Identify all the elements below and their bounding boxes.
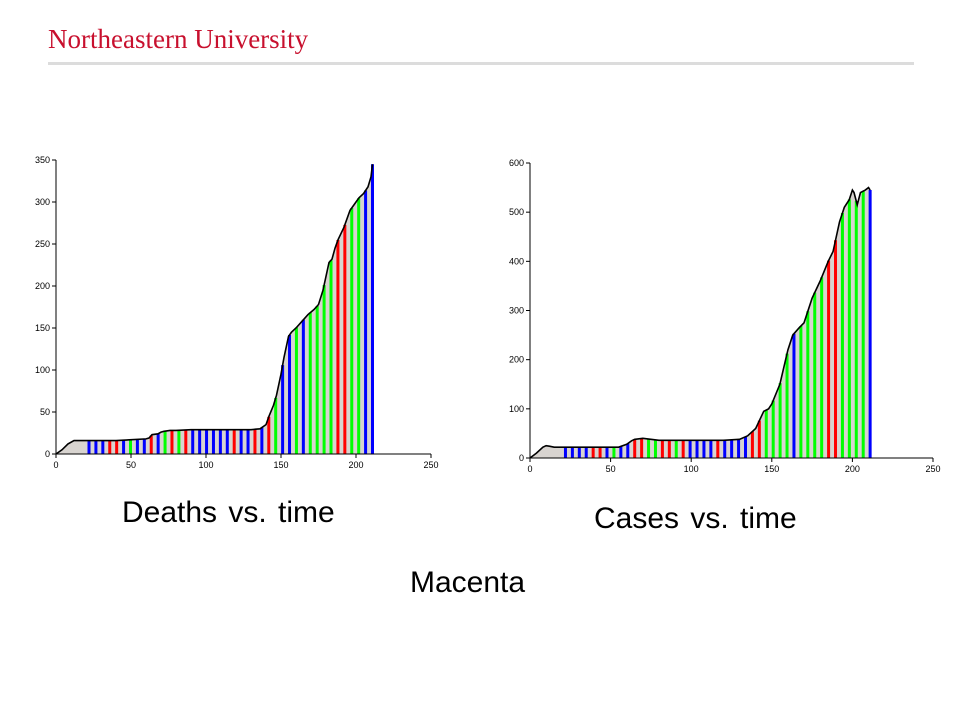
cases-x-tick-label: 250 bbox=[925, 464, 940, 474]
cases-x-tick-label: 50 bbox=[606, 464, 616, 474]
deaths-y-tick-label: 250 bbox=[35, 239, 50, 249]
deaths-y-tick-label: 350 bbox=[35, 155, 50, 165]
deaths-y-tick-label: 200 bbox=[35, 281, 50, 291]
deaths-area-fill bbox=[56, 164, 373, 454]
cases-x-tick-label: 0 bbox=[527, 464, 532, 474]
deaths-x-tick-label: 0 bbox=[53, 460, 58, 470]
cases-x-tick-label: 150 bbox=[764, 464, 779, 474]
deaths-y-tick-label: 0 bbox=[45, 449, 50, 459]
deaths-x-tick-label: 100 bbox=[198, 460, 213, 470]
deaths-x-tick-label: 200 bbox=[348, 460, 363, 470]
cases-area-fill bbox=[530, 187, 871, 459]
cases-x-tick-label: 100 bbox=[684, 464, 699, 474]
cases-y-tick-label: 600 bbox=[509, 158, 524, 168]
deaths-y-tick-label: 150 bbox=[35, 323, 50, 333]
deaths-chart: 0 50 100 150 200 250 300 350 0 50 100 150 200 250 bbox=[35, 155, 439, 470]
cases-y-tick-label: 300 bbox=[509, 306, 524, 316]
cases-y-tick-label: 100 bbox=[509, 404, 524, 414]
deaths-y-tick-label: 100 bbox=[35, 365, 50, 375]
deaths-x-tick-label: 50 bbox=[126, 460, 136, 470]
brand-wordmark: Northeastern University bbox=[48, 24, 309, 54]
deaths-x-tick-label: 250 bbox=[423, 460, 438, 470]
cases-x-tick-label: 200 bbox=[845, 464, 860, 474]
cases-y-tick-label: 400 bbox=[509, 256, 524, 266]
cases-series-line bbox=[529, 186, 871, 459]
cases-y-tick-label: 0 bbox=[519, 453, 524, 463]
deaths-caption: Deaths vs. time bbox=[122, 496, 335, 529]
deaths-y-tick-label: 50 bbox=[40, 407, 50, 417]
deaths-y-tick-label: 300 bbox=[35, 197, 50, 207]
cases-y-tick-label: 500 bbox=[509, 207, 524, 217]
cases-caption: Cases vs. time bbox=[594, 502, 797, 535]
cases-y-tick-label: 200 bbox=[509, 355, 524, 365]
cases-chart: 0 100 200 300 400 500 600 0 50 100 150 200 250 bbox=[509, 158, 941, 474]
deaths-series-line bbox=[55, 164, 374, 455]
location-subtitle: Macenta bbox=[410, 566, 526, 599]
header-rule bbox=[48, 62, 914, 65]
deaths-x-tick-label: 150 bbox=[273, 460, 288, 470]
